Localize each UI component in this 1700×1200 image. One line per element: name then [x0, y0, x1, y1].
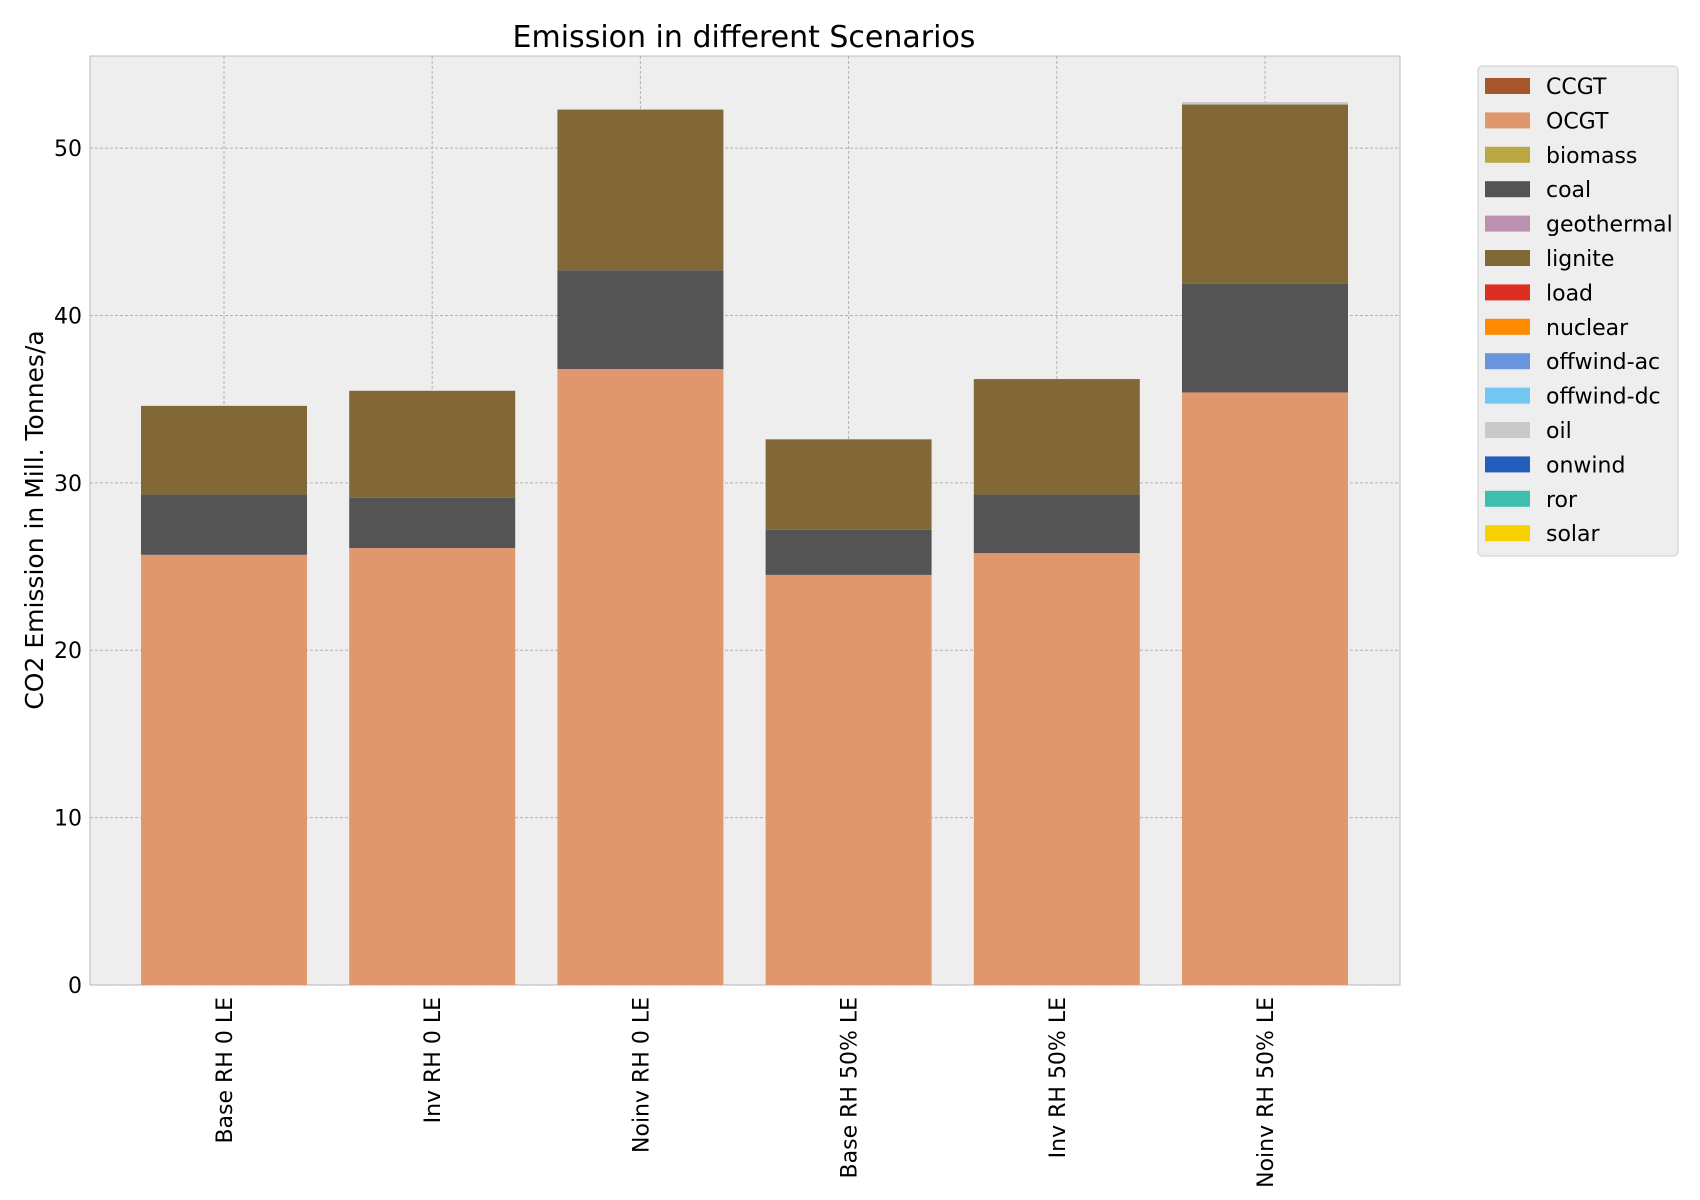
bar-segment-lignite	[141, 405, 307, 495]
bar-segment-coal	[973, 494, 1140, 554]
bar-segment-ocgt	[765, 574, 932, 985]
bar-segment-lignite	[765, 439, 932, 530]
legend-frame	[1477, 65, 1679, 557]
legend-swatch	[1485, 284, 1530, 301]
legend-swatch	[1485, 387, 1530, 404]
y-tick-label: 0	[68, 974, 82, 999]
legend-label: ror	[1546, 488, 1578, 513]
bar-segment-lignite	[973, 379, 1140, 495]
legend-label: offwind-ac	[1546, 350, 1660, 375]
bar-segment-ocgt	[557, 369, 724, 985]
x-tick-label: Noinv RH 50% LE	[1254, 997, 1279, 1188]
legend-swatch	[1485, 353, 1530, 370]
plot-area	[89, 55, 1401, 986]
x-tick-label: Noinv RH 0 LE	[629, 997, 654, 1153]
bar-segment-ocgt	[973, 553, 1140, 985]
y-tick-label: 20	[54, 639, 82, 664]
bar-segment-ocgt	[349, 548, 516, 985]
legend-swatch	[1485, 78, 1530, 94]
bar-segment-coal	[141, 494, 307, 555]
legend-swatch	[1485, 181, 1530, 198]
legend-label: biomass	[1546, 144, 1637, 169]
chart-title: Emission in different Scenarios	[513, 20, 976, 55]
legend-swatch	[1485, 490, 1530, 507]
bar-segment-coal	[349, 497, 516, 549]
bar-segment-ocgt	[1182, 392, 1348, 986]
legend-swatch	[1485, 215, 1530, 232]
bar-segment-lignite	[1182, 104, 1348, 284]
bar-segment-ocgt	[141, 554, 307, 985]
legend-label: CCGT	[1546, 75, 1607, 100]
y-axis-label: CO2 Emission in Mill. Tonnes/a	[20, 330, 49, 709]
legend-swatch	[1485, 250, 1530, 266]
bar-segment-lignite	[557, 109, 724, 271]
y-axis-ticks: 0 10 20 30 40 50	[54, 137, 82, 999]
legend-swatch	[1485, 318, 1530, 335]
y-tick-label: 50	[54, 137, 82, 162]
legend-label: geothermal	[1546, 213, 1673, 238]
bar-segment-coal	[1182, 283, 1348, 393]
legend-label: nuclear	[1546, 316, 1629, 341]
legend-swatch	[1485, 422, 1530, 438]
x-tick-label: Base RH 50% LE	[838, 997, 863, 1178]
legend-swatch	[1485, 456, 1530, 473]
grid-lines	[90, 56, 1400, 986]
bar-segment-lignite	[349, 390, 516, 498]
legend-swatch	[1485, 525, 1530, 542]
x-tick-label: Inv RH 0 LE	[421, 997, 446, 1123]
bars-group	[141, 102, 1348, 986]
bar-segment-coal	[557, 270, 724, 370]
x-tick-label: Base RH 0 LE	[213, 997, 238, 1144]
x-tick-label: Inv RH 50% LE	[1046, 997, 1071, 1158]
legend-label: solar	[1546, 522, 1601, 547]
y-tick-label: 40	[54, 304, 82, 329]
bar-segment-oil	[1182, 102, 1348, 105]
legend-label: coal	[1546, 178, 1591, 203]
legend-label: onwind	[1546, 453, 1625, 478]
y-tick-label: 30	[54, 472, 82, 497]
legend-label: load	[1546, 281, 1593, 306]
legend-swatch	[1485, 146, 1530, 163]
legend-label: oil	[1546, 419, 1572, 444]
bar-segment-coal	[765, 529, 932, 575]
legend-label: lignite	[1546, 247, 1614, 272]
legend-swatch	[1485, 112, 1530, 129]
legend-label: OCGT	[1546, 109, 1609, 134]
legend: CCGT OCGT biomass coal geothermal lignite load…	[1477, 65, 1679, 557]
y-tick-label: 10	[54, 807, 82, 832]
x-axis-ticks: Base RH 0 LE Inv RH 0 LE Noinv RH 0 LE Base…	[213, 997, 1279, 1188]
legend-label: offwind-dc	[1546, 385, 1661, 410]
